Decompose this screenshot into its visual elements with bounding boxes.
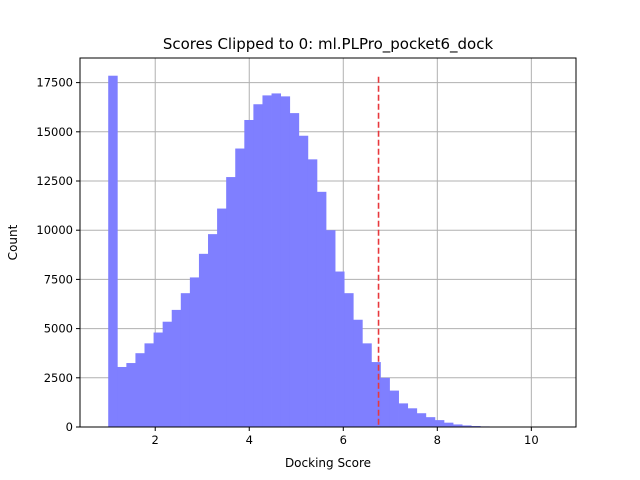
x-tick-label: 4: [246, 433, 253, 447]
histogram-bar: [108, 75, 118, 427]
histogram-bar: [144, 343, 154, 427]
histogram-bar: [453, 424, 463, 427]
histogram-bar: [434, 420, 445, 427]
y-tick-label: 0: [66, 420, 73, 434]
y-tick-label: 7500: [44, 272, 73, 286]
histogram-bar: [362, 343, 372, 427]
histogram-bar: [162, 321, 173, 427]
histogram-bar: [153, 332, 164, 427]
histogram-bar: [289, 113, 300, 427]
histogram-bar: [171, 309, 182, 427]
y-axis-label: Count: [6, 224, 20, 260]
histogram-bar: [389, 390, 399, 427]
y-tick-label: 17500: [36, 76, 73, 90]
x-tick-label: 2: [152, 433, 159, 447]
x-axis-label: Docking Score: [285, 456, 371, 470]
histogram-bar: [380, 377, 390, 427]
x-ticks: 2 4 6 8 10: [152, 427, 539, 447]
histogram-bar: [344, 293, 354, 427]
histogram-bar: [371, 362, 381, 427]
histogram-bar: [407, 408, 418, 427]
histogram-bar: [244, 119, 254, 427]
histogram-bar: [280, 96, 291, 427]
histogram-bar: [335, 271, 345, 427]
y-tick-label: 15000: [36, 125, 73, 139]
histogram-bar: [307, 159, 318, 428]
histogram-bar: [117, 366, 127, 427]
histogram-bar: [217, 208, 227, 427]
histogram-bar: [226, 177, 236, 427]
y-tick-label: 5000: [44, 322, 73, 336]
histogram-bar: [126, 363, 136, 427]
histogram-bar: [443, 422, 454, 427]
histogram-bar: [398, 403, 409, 427]
histogram-bar: [262, 95, 272, 427]
histogram-bar: [198, 253, 209, 427]
y-ticks: 0 2500 5000 7500 10000 12500 15000 17500: [36, 76, 80, 434]
histogram-bar: [135, 353, 145, 427]
chart-title: Scores Clipped to 0: ml.PLPro_pocket6_do…: [163, 35, 494, 54]
histogram-bar: [416, 413, 427, 427]
y-tick-label: 2500: [44, 371, 73, 385]
histogram-bar: [180, 293, 191, 427]
histogram-bar: [325, 230, 336, 427]
histogram-bar: [316, 191, 327, 427]
histogram-bar: [425, 417, 436, 427]
y-tick-label: 10000: [36, 223, 73, 237]
histogram-bars: [108, 75, 563, 428]
histogram-bar: [235, 148, 245, 427]
histogram-bar: [271, 93, 282, 427]
histogram-bar: [208, 234, 218, 427]
histogram-bar: [462, 425, 472, 427]
x-tick-label: 10: [524, 433, 539, 447]
histogram-bar: [253, 104, 263, 428]
plot-frame: [79, 57, 577, 428]
histogram-bar: [189, 277, 200, 427]
x-tick-label: 6: [340, 433, 347, 447]
y-tick-label: 12500: [36, 174, 73, 188]
histogram-bar: [298, 135, 309, 427]
x-tick-label: 8: [434, 433, 441, 447]
histogram-bar: [353, 319, 363, 427]
